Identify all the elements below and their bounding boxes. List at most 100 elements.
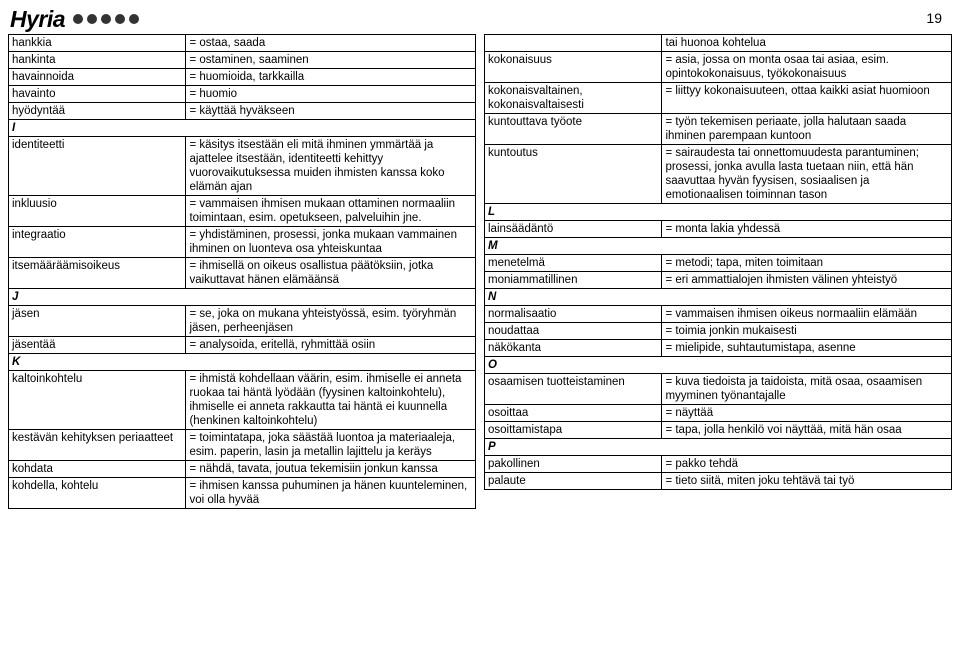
term-cell: osoittamistapa xyxy=(485,422,662,439)
term-cell xyxy=(485,35,662,52)
term-cell: noudattaa xyxy=(485,323,662,340)
section-header: J xyxy=(9,289,476,306)
definition-cell: = toimia jonkin mukaisesti xyxy=(662,323,952,340)
term-cell: inkluusio xyxy=(9,196,186,227)
table-row: integraatio= yhdistäminen, prosessi, jon… xyxy=(9,227,476,258)
table-row: pakollinen= pakko tehdä xyxy=(485,456,952,473)
dot-icon xyxy=(87,14,97,24)
table-row: K xyxy=(9,354,476,371)
definition-cell: = vammaisen ihmisen oikeus normaaliin el… xyxy=(662,306,952,323)
table-row: I xyxy=(9,120,476,137)
term-cell: kaltoinkohtelu xyxy=(9,371,186,430)
term-cell: havainnoida xyxy=(9,69,186,86)
term-cell: moniammatillinen xyxy=(485,272,662,289)
table-row: palaute= tieto siitä, miten joku tehtävä… xyxy=(485,473,952,490)
definition-cell: = metodi; tapa, miten toimitaan xyxy=(662,255,952,272)
definition-cell: = monta lakia yhdessä xyxy=(662,221,952,238)
table-row: identiteetti= käsitys itsestään eli mitä… xyxy=(9,137,476,196)
left-column: hankkia= ostaa, saadahankinta= ostaminen… xyxy=(8,34,476,509)
table-row: jäsentää= analysoida, eritellä, ryhmittä… xyxy=(9,337,476,354)
term-cell: näkökanta xyxy=(485,340,662,357)
table-row: havainto= huomio xyxy=(9,86,476,103)
term-cell: menetelmä xyxy=(485,255,662,272)
term-cell: palaute xyxy=(485,473,662,490)
term-cell: pakollinen xyxy=(485,456,662,473)
definition-cell: = toimintatapa, joka säästää luontoa ja … xyxy=(186,430,476,461)
definition-cell: = ihmisellä on oikeus osallistua päätöks… xyxy=(186,258,476,289)
table-row: kaltoinkohtelu= ihmistä kohdellaan vääri… xyxy=(9,371,476,430)
section-header: O xyxy=(485,357,952,374)
table-row: havainnoida= huomioida, tarkkailla xyxy=(9,69,476,86)
table-row: kuntouttava työote= työn tekemisen peria… xyxy=(485,114,952,145)
term-cell: kokonaisvaltainen, kokonaisvaltaisesti xyxy=(485,83,662,114)
table-row: kohdella, kohtelu= ihmisen kanssa puhumi… xyxy=(9,478,476,509)
table-row: kokonaisvaltainen, kokonaisvaltaisesti= … xyxy=(485,83,952,114)
glossary-content: hankkia= ostaa, saadahankinta= ostaminen… xyxy=(0,34,960,509)
term-cell: osoittaa xyxy=(485,405,662,422)
table-row: hankinta= ostaminen, saaminen xyxy=(9,52,476,69)
definition-cell: = näyttää xyxy=(662,405,952,422)
definition-cell: tai huonoa kohtelua xyxy=(662,35,952,52)
table-row: noudattaa= toimia jonkin mukaisesti xyxy=(485,323,952,340)
page-header: Hyria 19 xyxy=(0,0,960,34)
definition-cell: = huomio xyxy=(186,86,476,103)
table-row: N xyxy=(485,289,952,306)
definition-cell: = ostaa, saada xyxy=(186,35,476,52)
table-row: M xyxy=(485,238,952,255)
definition-cell: = vammaisen ihmisen mukaan ottaminen nor… xyxy=(186,196,476,227)
term-cell: kokonaisuus xyxy=(485,52,662,83)
table-row: osaamisen tuotteistaminen= kuva tiedoist… xyxy=(485,374,952,405)
table-row: jäsen= se, joka on mukana yhteistyössä, … xyxy=(9,306,476,337)
section-header: N xyxy=(485,289,952,306)
table-row: kestävän kehityksen periaatteet= toimint… xyxy=(9,430,476,461)
term-cell: kohdella, kohtelu xyxy=(9,478,186,509)
definition-cell: = työn tekemisen periaate, jolla halutaa… xyxy=(662,114,952,145)
table-row: osoittaa= näyttää xyxy=(485,405,952,422)
term-cell: kohdata xyxy=(9,461,186,478)
section-header: L xyxy=(485,204,952,221)
term-cell: integraatio xyxy=(9,227,186,258)
term-cell: kestävän kehityksen periaatteet xyxy=(9,430,186,461)
logo-text: Hyria xyxy=(10,6,65,33)
table-row: inkluusio= vammaisen ihmisen mukaan otta… xyxy=(9,196,476,227)
table-row: J xyxy=(9,289,476,306)
definition-cell: = yhdistäminen, prosessi, jonka mukaan v… xyxy=(186,227,476,258)
term-cell: identiteetti xyxy=(9,137,186,196)
section-header: M xyxy=(485,238,952,255)
definition-cell: = analysoida, eritellä, ryhmittää osiin xyxy=(186,337,476,354)
term-cell: lainsäädäntö xyxy=(485,221,662,238)
term-cell: kuntoutus xyxy=(485,145,662,204)
table-row: moniammatillinen= eri ammattialojen ihmi… xyxy=(485,272,952,289)
term-cell: jäsen xyxy=(9,306,186,337)
right-column: tai huonoa kohteluakokonaisuus= asia, jo… xyxy=(484,34,952,509)
definition-cell: = nähdä, tavata, joutua tekemisiin jonku… xyxy=(186,461,476,478)
logo-dots xyxy=(73,14,139,24)
definition-cell: = sairaudesta tai onnettomuudesta parant… xyxy=(662,145,952,204)
table-row: itsemääräämisoikeus= ihmisellä on oikeus… xyxy=(9,258,476,289)
table-row: kuntoutus= sairaudesta tai onnettomuudes… xyxy=(485,145,952,204)
term-cell: normalisaatio xyxy=(485,306,662,323)
definition-cell: = asia, jossa on monta osaa tai asiaa, e… xyxy=(662,52,952,83)
table-row: hyödyntää= käyttää hyväkseen xyxy=(9,103,476,120)
table-row: O xyxy=(485,357,952,374)
term-cell: havainto xyxy=(9,86,186,103)
section-header: I xyxy=(9,120,476,137)
glossary-table-right: tai huonoa kohteluakokonaisuus= asia, jo… xyxy=(484,34,952,490)
definition-cell: = tieto siitä, miten joku tehtävä tai ty… xyxy=(662,473,952,490)
section-header: P xyxy=(485,439,952,456)
table-row: kokonaisuus= asia, jossa on monta osaa t… xyxy=(485,52,952,83)
table-row: kohdata= nähdä, tavata, joutua tekemisii… xyxy=(9,461,476,478)
table-row: näkökanta= mielipide, suhtautumistapa, a… xyxy=(485,340,952,357)
definition-cell: = pakko tehdä xyxy=(662,456,952,473)
table-row: menetelmä= metodi; tapa, miten toimitaan xyxy=(485,255,952,272)
term-cell: kuntouttava työote xyxy=(485,114,662,145)
table-row: L xyxy=(485,204,952,221)
term-cell: hyödyntää xyxy=(9,103,186,120)
term-cell: jäsentää xyxy=(9,337,186,354)
table-row: lainsäädäntö= monta lakia yhdessä xyxy=(485,221,952,238)
dot-icon xyxy=(73,14,83,24)
page-number: 19 xyxy=(926,10,942,26)
section-header: K xyxy=(9,354,476,371)
definition-cell: = ostaminen, saaminen xyxy=(186,52,476,69)
glossary-table-left: hankkia= ostaa, saadahankinta= ostaminen… xyxy=(8,34,476,509)
